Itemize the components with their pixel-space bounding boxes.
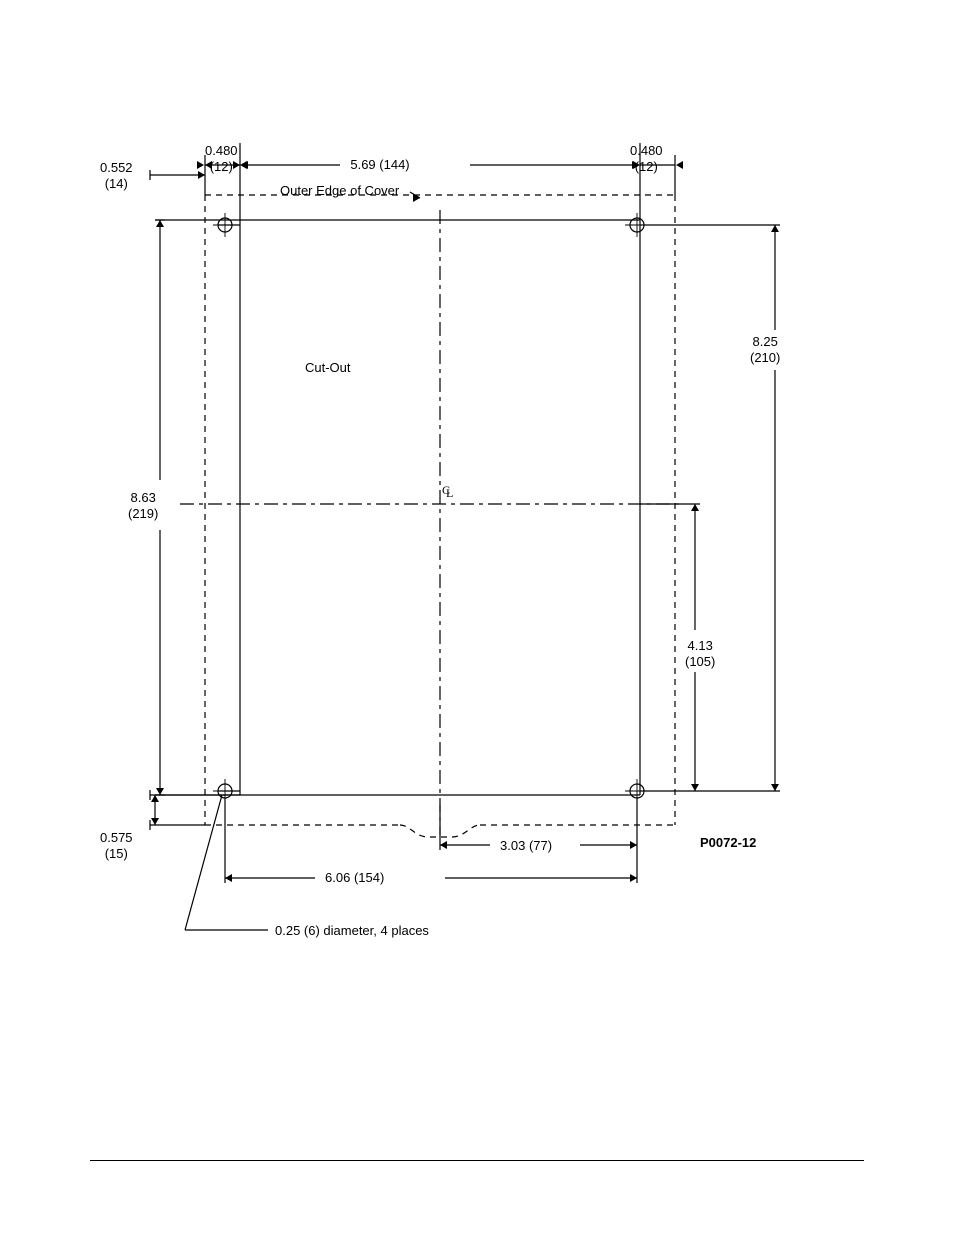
dimension-drawing xyxy=(0,0,954,1235)
footer-rule xyxy=(90,1160,864,1161)
